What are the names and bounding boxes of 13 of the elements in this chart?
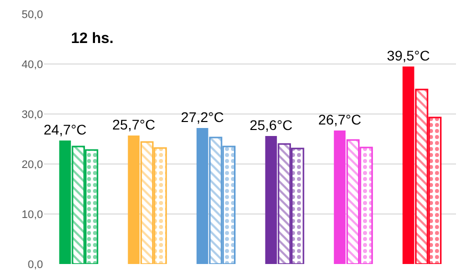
y-tick-label: 10,0 [22,208,43,221]
y-tick-label: 40,0 [22,58,43,71]
data-label: 27,2°C [180,109,224,125]
data-label: 25,7°C [112,116,156,132]
y-tick-label: 20,0 [22,158,43,171]
y-tick-label: 30,0 [22,108,43,121]
data-label: 26,7°C [318,112,362,128]
data-label: 39,5°C [386,48,430,64]
text: 12 hs. [71,30,114,47]
y-tick-label: 0,0 [28,258,43,271]
y-tick-label: 50,0 [22,8,43,21]
data-label: 25,6°C [250,117,293,133]
data-label: 24,7°C [44,122,87,138]
